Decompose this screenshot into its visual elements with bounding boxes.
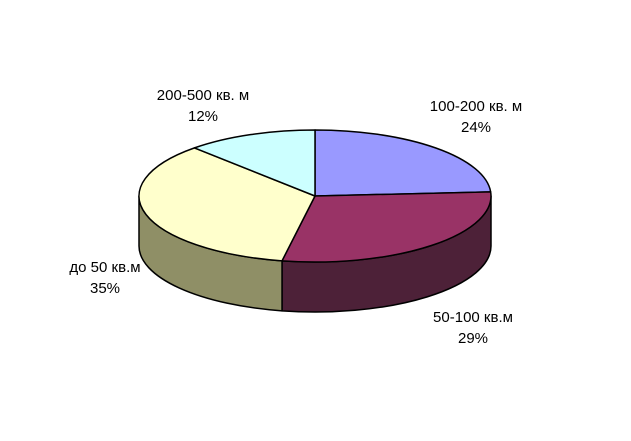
- slice-label-text: 200-500 кв. м: [156, 87, 250, 104]
- slice-label-do-50: до 50 кв.м 35%: [30, 257, 180, 299]
- slice-percent-text: 12%: [187, 108, 219, 125]
- slice-label-50-100: 50-100 кв.м 29%: [398, 307, 548, 349]
- slice-top-0: [314, 129, 492, 197]
- slice-top-2: [138, 147, 316, 262]
- slice-percent-text: 29%: [457, 330, 489, 347]
- slice-top-3: [193, 129, 316, 197]
- slice-label-text: 100-200 кв. м: [429, 98, 523, 115]
- slice-label-text: до 50 кв.м: [69, 259, 141, 276]
- slice-label-200-500: 200-500 кв. м 12%: [128, 85, 278, 127]
- slice-label-100-200: 100-200 кв. м 24%: [401, 96, 551, 138]
- slice-label-text: 50-100 кв.м: [433, 309, 513, 326]
- slice-percent-text: 24%: [460, 119, 492, 136]
- slice-top-1: [281, 191, 492, 263]
- slice-percent-text: 35%: [89, 280, 121, 297]
